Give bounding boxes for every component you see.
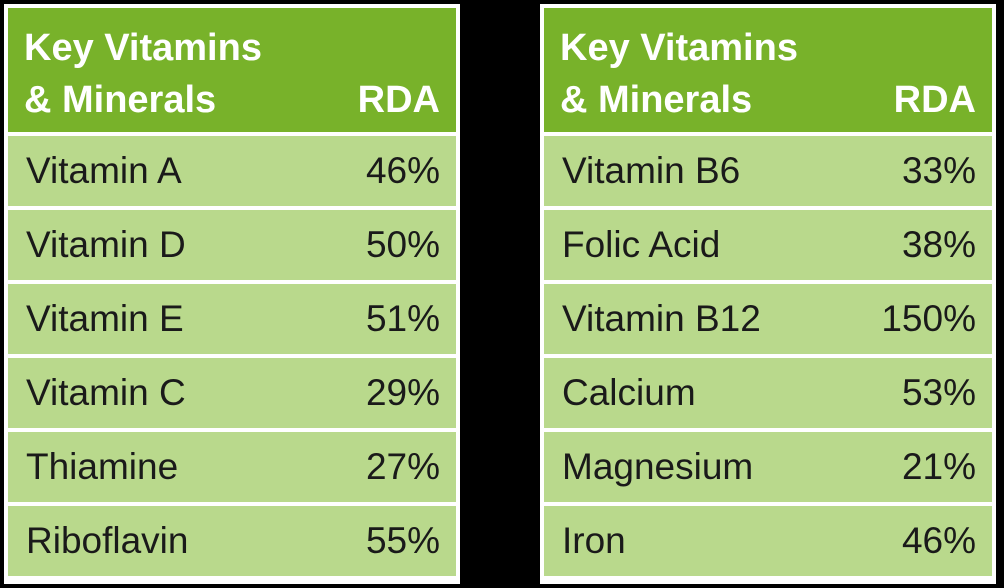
header-title-line1: Key Vitamins [24, 27, 262, 69]
table-row: Folic Acid 38% [544, 210, 992, 280]
table-row: Iron 46% [544, 506, 992, 576]
nutrient-name: Vitamin D [26, 224, 186, 265]
rda-value: 27% [365, 446, 440, 487]
header-title: Key Vitamins & Minerals [24, 22, 324, 126]
nutrient-name: Vitamin E [26, 298, 184, 339]
table-body: Vitamin A 46% Vitamin D 50% Vitamin E 51… [8, 136, 456, 580]
nutrient-name: Vitamin C [26, 372, 186, 413]
rda-value: 55% [365, 520, 440, 561]
table-row: Vitamin B6 33% [544, 136, 992, 206]
rda-value: 38% [901, 224, 976, 265]
header-rda-label: RDA [357, 79, 440, 121]
nutrient-name: Vitamin B6 [562, 150, 741, 191]
nutrient-name: Folic Acid [562, 224, 721, 265]
rda-value: 46% [365, 150, 440, 191]
nutrient-name: Thiamine [26, 446, 179, 487]
header-title-line2: & Minerals [560, 79, 753, 121]
nutrient-name: Magnesium [562, 446, 754, 487]
rda-value: 51% [365, 298, 440, 339]
table-body: Vitamin B6 33% Folic Acid 38% Vitamin B1… [544, 136, 992, 580]
nutrient-name: Iron [562, 520, 626, 561]
table-row: Vitamin D 50% [8, 210, 456, 280]
rda-value: 33% [901, 150, 976, 191]
table-row: Vitamin B12 150% [544, 284, 992, 354]
table-row: Magnesium 21% [544, 432, 992, 502]
header-title: Key Vitamins & Minerals [560, 22, 860, 126]
table-row: Thiamine 27% [8, 432, 456, 502]
table-row: Vitamin A 46% [8, 136, 456, 206]
table-header: Key Vitamins & Minerals RDA [8, 8, 456, 132]
nutrient-name: Vitamin A [26, 150, 182, 191]
nutrient-table-right: Key Vitamins & Minerals RDA Vitamin B6 3… [540, 4, 996, 584]
nutrient-name: Vitamin B12 [562, 298, 761, 339]
rda-value: 53% [901, 372, 976, 413]
nutrient-name: Calcium [562, 372, 696, 413]
header-title-line2: & Minerals [24, 79, 217, 121]
nutrient-table-left: Key Vitamins & Minerals RDA Vitamin A 46… [4, 4, 460, 584]
header-title-line1: Key Vitamins [560, 27, 798, 69]
rda-value: 150% [881, 298, 976, 339]
table-row: Riboflavin 55% [8, 506, 456, 576]
nutrient-name: Riboflavin [26, 520, 189, 561]
header-rda-label: RDA [893, 79, 976, 121]
table-header: Key Vitamins & Minerals RDA [544, 8, 992, 132]
table-row: Calcium 53% [544, 358, 992, 428]
table-row: Vitamin C 29% [8, 358, 456, 428]
rda-value: 50% [365, 224, 440, 265]
table-row: Vitamin E 51% [8, 284, 456, 354]
rda-value: 21% [901, 446, 976, 487]
rda-value: 29% [365, 372, 440, 413]
rda-value: 46% [901, 520, 976, 561]
